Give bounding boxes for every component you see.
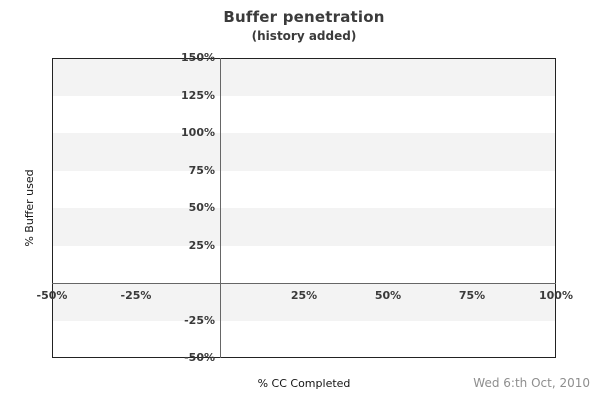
y-tick-label: -50% [184,351,215,364]
x-axis-line [52,282,556,284]
y-tick-label: 25% [188,238,215,252]
y-tick-label: 75% [188,163,215,177]
x-tick-label: 50% [374,289,402,302]
background-band [52,245,556,283]
chart-title: Buffer penetration [223,8,385,26]
x-tick-label: -25% [120,289,152,302]
y-axis-title: % Buffer used [23,169,36,247]
x-axis-title: % CC Completed [257,377,351,390]
x-tick-label: 100% [539,289,573,302]
y-tick-label: 125% [181,88,215,102]
y-tick-label: 100% [181,126,215,139]
plot-area: 150% 125% 100% 75% 50% 25% -25% -50% -50% -25% 25%… [37,51,573,364]
y-tick-label: 50% [188,201,215,214]
y-tick-label: 150% [181,51,215,64]
x-tick-label: -50% [36,289,68,302]
background-band [52,283,556,321]
date-stamp: Wed 6:th Oct, 2010 [473,376,590,390]
background-band [52,208,556,246]
background-band [52,320,556,358]
background-band [52,95,556,133]
background-band [52,170,556,208]
y-tick-label: -25% [184,313,215,327]
x-tick-label: 25% [290,289,318,302]
background-band [52,58,556,96]
chart-subtitle: (history added) [251,29,357,43]
x-tick-label: 75% [458,289,486,302]
background-band [52,133,556,171]
y-axis-line [219,58,221,358]
